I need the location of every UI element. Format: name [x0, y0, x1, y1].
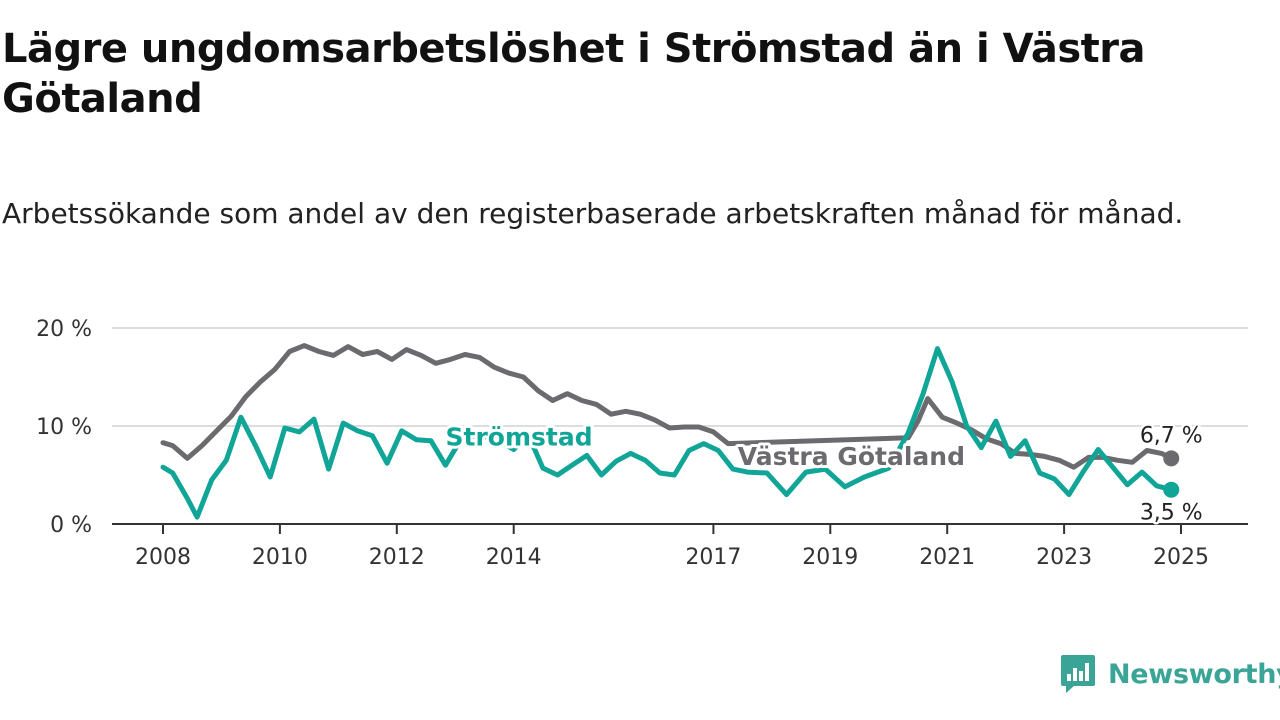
series-lines	[160, 343, 1180, 520]
end-value-label-stromstad: 3,5 %	[1140, 501, 1203, 526]
newsworthy-logo: Newsworthy	[1060, 654, 1280, 694]
newsworthy-logo-icon	[1061, 655, 1095, 693]
chart-title: Lägre ungdomsarbetslöshet i Strömstad än…	[2, 26, 1146, 122]
series-label-vastra-gotaland: Västra Götaland	[738, 442, 965, 471]
y-tick-label: 0 %	[50, 513, 92, 538]
x-tick-label: 2017	[685, 545, 741, 570]
end-marker-vastra-gotaland	[1163, 450, 1180, 467]
y-tick-label: 10 %	[36, 415, 92, 440]
series-label-stromstad: Strömstad	[446, 423, 593, 452]
line-chart: 0 % 10 % 20 % 2008 2010 2012 2014 2017 2019 2021 2…	[36, 317, 1248, 570]
axes: 0 % 10 % 20 % 2008 2010 2012 2014 2017 2019 2021 2…	[36, 317, 1248, 570]
end-marker-stromstad	[1163, 481, 1180, 498]
x-tick-label: 2023	[1036, 545, 1092, 570]
y-tick-label: 20 %	[36, 317, 92, 342]
x-tick-label: 2010	[252, 545, 308, 570]
newsworthy-logo-text: Newsworthy	[1108, 658, 1280, 690]
series-line-stromstad	[160, 346, 1174, 520]
x-tick-label: 2025	[1153, 545, 1209, 570]
end-value-label-vastra-gotaland: 6,7 %	[1140, 423, 1203, 448]
gridlines	[112, 327, 1248, 427]
series-labels: Västra Götaland 6,7 % Strömstad 3,5 %	[443, 420, 1206, 529]
chart-subtitle: Arbetssökande som andel av den registerb…	[2, 197, 1184, 230]
x-tick-label: 2012	[369, 545, 425, 570]
x-tick-label: 2008	[135, 545, 191, 570]
x-tick-label: 2019	[802, 545, 858, 570]
x-tick-label: 2014	[486, 545, 542, 570]
x-tick-label: 2021	[919, 545, 975, 570]
